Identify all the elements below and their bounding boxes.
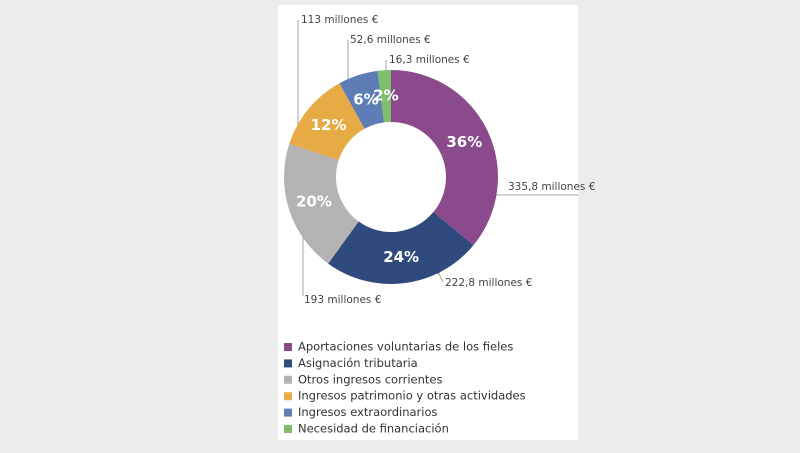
- annotation: 52,6 millones €: [350, 34, 431, 46]
- donut-slice: [283, 143, 359, 264]
- annotation: 193 millones €: [304, 294, 381, 306]
- slice-label: 20%: [296, 193, 332, 211]
- legend-label: Aportaciones voluntarias de los fieles: [298, 340, 513, 354]
- annotation: 222,8 millones €: [445, 277, 532, 289]
- donut-slice: [289, 83, 365, 161]
- annotation: 16,3 millones €: [389, 54, 470, 66]
- callout-line: [437, 271, 444, 283]
- donut-slice: [339, 70, 385, 129]
- legend-swatch: [284, 359, 292, 368]
- slice-label: 12%: [311, 116, 347, 134]
- legend-swatch: [284, 392, 292, 401]
- legend-swatch: [284, 343, 292, 351]
- annotation: 335,8 millones €: [508, 181, 595, 193]
- slice-label: 24%: [383, 248, 419, 266]
- legend-label: Ingresos extraordinarios: [298, 405, 438, 419]
- donut-slice: [391, 70, 498, 246]
- legend-swatch: [284, 425, 292, 433]
- slice-label: 2%: [373, 87, 398, 105]
- donut-slice: [377, 70, 391, 123]
- legend-label: Ingresos patrimonio y otras actividades: [298, 389, 526, 403]
- slice-label: 36%: [446, 133, 482, 151]
- legend-label: Asignación tributaria: [298, 356, 418, 370]
- slice-label: 6%: [353, 90, 378, 108]
- donut-slice: [328, 212, 474, 284]
- legend-swatch: [284, 408, 292, 417]
- legend-swatch: [284, 375, 292, 384]
- legend-label: Otros ingresos corrientes: [298, 372, 442, 386]
- annotation: 113 millones €: [301, 14, 378, 26]
- legend-label: Necesidad de financiación: [298, 422, 449, 436]
